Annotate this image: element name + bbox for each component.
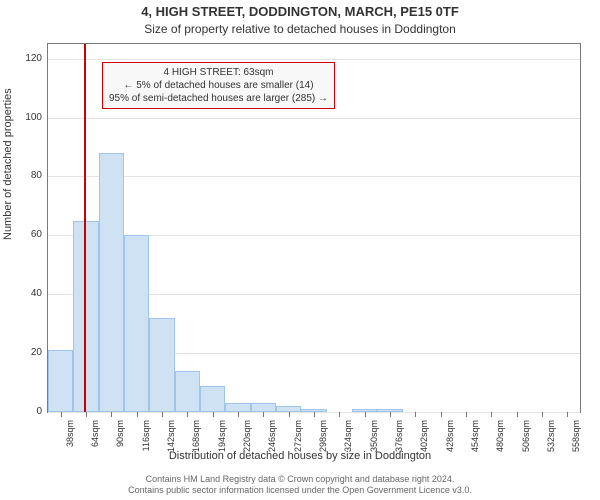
x-tick-mark [263,412,264,417]
x-tick-mark [289,412,290,417]
y-tick-label: 100 [18,112,42,123]
histogram-bar [251,403,276,412]
x-tick-mark [517,412,518,417]
y-tick-label: 20 [18,347,42,358]
x-tick-mark [187,412,188,417]
x-tick-mark [390,412,391,417]
x-tick-mark [339,412,340,417]
y-tick-label: 60 [18,229,42,240]
histogram-bar [124,235,149,412]
x-tick-mark [61,412,62,417]
property-marker-line [84,44,86,412]
histogram-bar [225,403,250,412]
y-tick-label: 120 [18,53,42,64]
x-tick-mark [466,412,467,417]
histogram-bar [149,318,174,412]
x-tick-mark [162,412,163,417]
annotation-line: 4 HIGH STREET: 63sqm [109,66,328,79]
gridline [48,118,580,119]
x-tick-mark [137,412,138,417]
x-tick-mark [441,412,442,417]
gridline [48,59,580,60]
annotation-box: 4 HIGH STREET: 63sqm← 5% of detached hou… [102,62,335,109]
gridline [48,176,580,177]
y-tick-label: 40 [18,288,42,299]
annotation-line: ← 5% of detached houses are smaller (14) [109,79,328,92]
x-axis-label: Distribution of detached houses by size … [0,450,600,462]
y-tick-label: 0 [18,406,42,417]
x-tick-mark [111,412,112,417]
x-tick-mark [415,412,416,417]
y-tick-label: 80 [18,170,42,181]
histogram-bar [175,371,200,412]
footer-line-1: Contains HM Land Registry data © Crown c… [0,474,600,485]
histogram-bar [200,386,225,412]
histogram-bar [48,350,73,412]
attribution-footer: Contains HM Land Registry data © Crown c… [0,474,600,496]
x-tick-mark [238,412,239,417]
x-tick-mark [365,412,366,417]
x-tick-mark [567,412,568,417]
x-tick-mark [542,412,543,417]
x-tick-mark [86,412,87,417]
x-tick-mark [314,412,315,417]
chart-frame: 4 HIGH STREET: 63sqm← 5% of detached hou… [0,0,600,500]
plot-area: 4 HIGH STREET: 63sqm← 5% of detached hou… [48,44,580,412]
x-tick-mark [491,412,492,417]
footer-line-2: Contains public sector information licen… [0,485,600,496]
x-tick-mark [213,412,214,417]
annotation-line: 95% of semi-detached houses are larger (… [109,92,328,105]
histogram-bar [99,153,124,412]
